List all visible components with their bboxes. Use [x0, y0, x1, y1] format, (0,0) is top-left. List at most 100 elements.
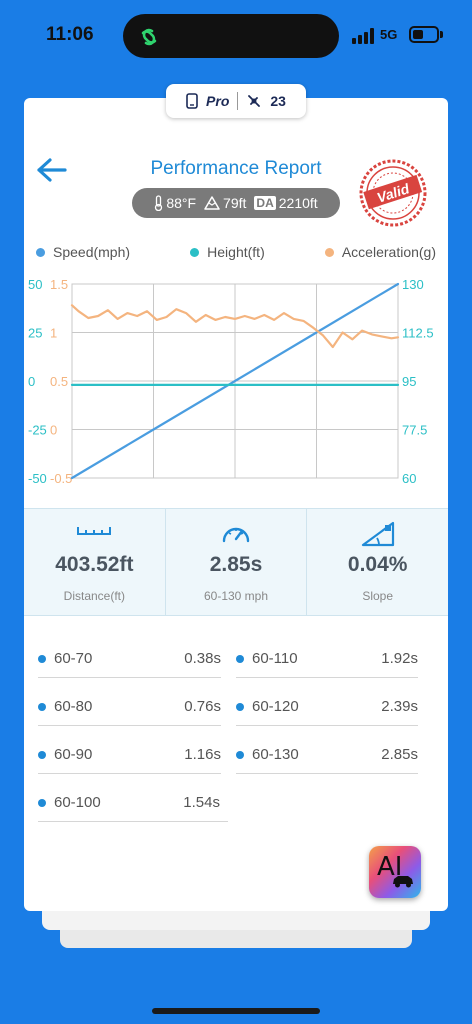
stats-panel: 403.52ft Distance(ft) 2.85s 60-130 mph 0…	[24, 508, 448, 616]
phone-icon	[186, 93, 198, 109]
split-name: 60-70	[54, 650, 93, 667]
split-dot	[38, 798, 46, 807]
density-altitude: DA 2210ft	[254, 195, 318, 211]
ai-assistant-button[interactable]: AI	[369, 846, 421, 898]
split-name: 60-80	[54, 698, 93, 715]
legend-speed[interactable]: Speed(mph)	[36, 244, 130, 260]
legend-dot-speed	[36, 247, 45, 257]
legend-dot-acceleration	[324, 247, 334, 257]
split-60-100: 60-100 1.54s	[38, 784, 228, 822]
home-indicator[interactable]	[152, 1008, 320, 1014]
status-time: 11:06	[46, 24, 94, 45]
altitude: 79ft	[204, 195, 246, 211]
split-name: 60-90	[54, 746, 93, 763]
temperature: 88°F	[154, 195, 196, 211]
stat-time-value: 2.85s	[209, 553, 263, 576]
back-arrow-icon[interactable]	[34, 155, 68, 185]
split-value: 2.85s	[381, 746, 418, 763]
split-60-130: 60-130 2.85s	[236, 736, 418, 774]
stamp-text: Valid	[375, 180, 412, 206]
stat-slope-value: 0.04%	[347, 553, 408, 576]
mountain-icon	[204, 196, 220, 210]
car-icon	[393, 876, 413, 888]
stat-time-label: 60-130 mph	[203, 589, 269, 603]
thermometer-icon	[155, 195, 163, 211]
stat-slope: 0.04% Slope	[306, 509, 448, 615]
speed-axis-tick-label: 60	[402, 471, 416, 486]
signal-icon	[352, 28, 374, 44]
height-axis-tick-label: -50	[28, 471, 47, 486]
acceleration-axis-tick-label: 0	[50, 423, 57, 438]
report-card	[24, 98, 448, 911]
legend-label-height: Height(ft)	[207, 244, 265, 260]
series-line-speed	[70, 282, 400, 480]
speed-axis-tick-label: 112.5	[402, 326, 434, 341]
split-name: 60-100	[54, 794, 101, 811]
split-60-120: 60-120 2.39s	[236, 688, 418, 726]
altitude-value: 79ft	[223, 195, 247, 211]
height-axis-tick-label: 50	[28, 277, 42, 292]
legend-acceleration[interactable]: Acceleration(g)	[324, 244, 436, 260]
split-60-90: 60-90 1.16s	[38, 736, 221, 774]
series-line-acceleration	[70, 304, 400, 349]
split-value: 0.38s	[184, 650, 221, 667]
height-axis-tick-label: 0	[28, 374, 35, 389]
legend-dot-height	[190, 247, 200, 257]
split-60-110: 60-110 1.92s	[236, 640, 418, 678]
split-60-80: 60-80 0.76s	[38, 688, 221, 726]
split-value: 1.92s	[381, 650, 418, 667]
split-dot	[236, 654, 244, 663]
pro-badge[interactable]: Pro 23	[166, 84, 306, 118]
satellite-count: 23	[270, 93, 286, 109]
stat-time: 2.85s 60-130 mph	[164, 509, 307, 615]
ruler-icon	[77, 527, 112, 535]
split-dot	[38, 702, 46, 711]
network-label: 5G	[380, 27, 398, 42]
stat-distance-label: Distance(ft)	[63, 589, 126, 603]
temperature-value: 88°F	[166, 195, 197, 211]
legend-label-acceleration: Acceleration(g)	[341, 244, 436, 260]
badge-divider	[237, 92, 239, 110]
speed-axis-tick-label: 130	[402, 277, 424, 292]
speed-axis-tick-label: 77.5	[402, 423, 427, 438]
split-dot	[236, 702, 244, 711]
split-dot	[38, 750, 46, 759]
speed-axis-tick-label: 95	[402, 374, 416, 389]
status-bar: 11:06 5G	[0, 0, 472, 70]
split-value: 2.39s	[381, 698, 418, 715]
link-icon	[141, 28, 157, 46]
split-dot	[38, 654, 46, 663]
split-name: 60-110	[252, 650, 298, 667]
legend-height[interactable]: Height(ft)	[190, 244, 265, 260]
stat-slope-label: Slope	[362, 589, 394, 603]
split-value: 0.76s	[184, 698, 221, 715]
satellite-icon	[248, 95, 261, 107]
split-value: 1.54s	[183, 794, 220, 811]
card-stack-middle	[42, 910, 430, 930]
conditions-pill: 88°F 79ft DA 2210ft	[132, 188, 340, 218]
valid-stamp-icon: Valid	[359, 159, 427, 227]
battery-icon	[409, 26, 439, 43]
split-value: 1.16s	[184, 746, 221, 763]
da-value: 2210ft	[278, 195, 318, 211]
pro-label: Pro	[206, 93, 230, 109]
acceleration-axis-tick-label: 1.5	[50, 277, 68, 292]
slope-icon	[361, 521, 394, 547]
battery-tip	[440, 31, 443, 38]
acceleration-axis-tick-label: 0.5	[50, 374, 68, 389]
dynamic-island	[123, 14, 339, 58]
split-name: 60-130	[252, 746, 299, 763]
split-dot	[236, 750, 244, 759]
split-60-70: 60-70 0.38s	[38, 640, 221, 678]
split-name: 60-120	[252, 698, 299, 715]
stat-distance: 403.52ft Distance(ft)	[24, 509, 165, 615]
acceleration-axis-tick-label: -0.5	[50, 471, 72, 486]
speedometer-icon	[222, 527, 250, 543]
legend-label-speed: Speed(mph)	[53, 244, 131, 260]
stat-distance-value: 403.52ft	[55, 553, 134, 576]
height-axis-tick-label: -25	[28, 423, 47, 438]
acceleration-axis-tick-label: 1	[50, 326, 57, 341]
da-label: DA	[254, 196, 276, 210]
page-title: Performance Report	[150, 158, 322, 179]
